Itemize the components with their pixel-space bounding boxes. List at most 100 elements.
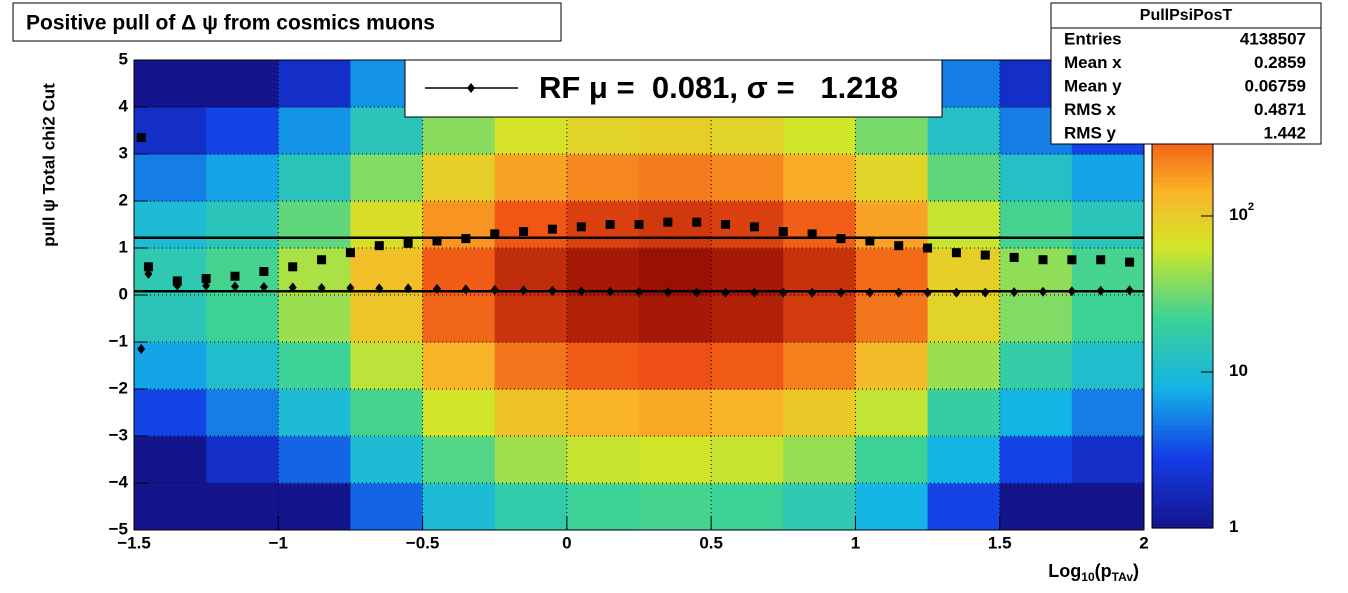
colorbar-segment — [1152, 406, 1213, 412]
colorbar-segment — [1152, 294, 1213, 300]
colorbar-segment — [1152, 443, 1213, 450]
colorbar-segment — [1152, 340, 1213, 347]
heat-cell — [278, 436, 351, 484]
heat-cell — [1071, 389, 1145, 437]
diamond-marker — [259, 282, 268, 293]
heat-cell — [278, 107, 351, 155]
heat-cell — [927, 342, 1001, 390]
heat-cell — [566, 295, 640, 343]
colorbar-segment — [1152, 298, 1213, 304]
colorbar-tick-exponent: 2 — [1248, 201, 1254, 213]
heat-cell — [350, 154, 424, 202]
colorbar-segment — [1152, 219, 1213, 225]
diamond-marker — [1039, 286, 1047, 297]
diamond-marker — [519, 285, 528, 296]
heat-cell — [494, 295, 568, 343]
colorbar-segment — [1152, 368, 1213, 375]
square-marker — [143, 262, 153, 272]
square-marker — [634, 220, 644, 229]
heat-cell — [927, 436, 1001, 484]
heat-cell — [134, 342, 207, 390]
square-marker — [288, 262, 298, 272]
square-marker — [576, 222, 586, 232]
heat-cell — [278, 295, 351, 343]
heat-cell — [639, 295, 712, 343]
diamond-marker — [721, 287, 730, 298]
colorbar-tick-label: 1 — [1229, 517, 1238, 536]
colorbar-segment — [1152, 186, 1213, 192]
colorbar-segment — [1152, 429, 1213, 435]
stats-value: 1.442 — [1263, 123, 1306, 142]
heat-cell — [1071, 201, 1145, 249]
x-tick-label: 2 — [1139, 533, 1148, 552]
heat-cell — [783, 436, 856, 484]
heat-cell — [134, 154, 207, 202]
x-tick-label: 1.5 — [988, 533, 1012, 552]
y-tick-label: −2 — [109, 378, 128, 397]
colorbar-segment — [1152, 485, 1213, 492]
colorbar-segment — [1152, 481, 1213, 487]
heat-cell — [1071, 342, 1145, 390]
diamond-marker — [433, 283, 441, 294]
colorbar-segment — [1152, 345, 1213, 351]
diamond-marker — [173, 280, 182, 291]
colorbar-segment — [1152, 467, 1213, 473]
heat-cell — [711, 436, 784, 484]
diamond-marker — [461, 284, 470, 295]
heat-cell — [711, 483, 784, 531]
heat-cell — [566, 248, 640, 296]
y-tick-label: −5 — [109, 519, 128, 538]
stats-key: RMS y — [1064, 123, 1117, 142]
heat-cell — [134, 248, 207, 296]
diamond-marker — [837, 287, 845, 298]
colorbar-segment — [1152, 420, 1213, 426]
colorbar-segment — [1152, 518, 1213, 524]
heat-cell — [783, 389, 856, 437]
heat-cell — [566, 154, 640, 202]
square-marker — [461, 234, 471, 244]
diamond-marker — [288, 282, 297, 293]
square-marker — [345, 248, 355, 258]
heat-cell — [134, 436, 207, 484]
heat-cell — [206, 483, 279, 531]
heat-cell — [206, 60, 279, 108]
diamond-marker — [1096, 285, 1105, 296]
heat-cell — [639, 436, 712, 484]
colorbar-segment — [1152, 331, 1213, 337]
colorbar-segment — [1152, 350, 1213, 356]
colorbar-tick-text: 10 — [1229, 361, 1248, 380]
heat-cell — [855, 342, 929, 390]
heat-cell — [206, 342, 279, 390]
heat-cell — [134, 483, 207, 531]
heat-cell — [999, 436, 1073, 484]
colorbar-segment — [1152, 312, 1213, 318]
colorbar-segment — [1152, 205, 1213, 211]
colorbar-segment — [1152, 261, 1213, 267]
heat-cell — [206, 389, 279, 437]
colorbar-tick-text: 1 — [1229, 517, 1238, 536]
colorbar-segment — [1152, 396, 1213, 403]
heat-cell — [1071, 295, 1145, 343]
diamond-marker — [1010, 287, 1019, 298]
colorbar-segment — [1152, 233, 1213, 239]
colorbar-segment — [1152, 279, 1213, 286]
heat-cell — [278, 483, 351, 531]
diamond-marker — [1067, 286, 1076, 297]
square-marker — [778, 227, 788, 237]
y-tick-label: 3 — [119, 143, 128, 162]
colorbar-segment — [1152, 462, 1213, 468]
legend-marker — [467, 83, 475, 93]
heat-cell — [639, 389, 712, 437]
square-marker — [663, 217, 673, 227]
stats-value: 0.06759 — [1245, 76, 1306, 95]
heat-cell — [927, 389, 1001, 437]
square-marker — [403, 238, 413, 248]
heat-cell — [711, 154, 784, 202]
heat-cell — [999, 154, 1073, 202]
heat-cell — [1071, 154, 1145, 202]
colorbar-segment — [1152, 177, 1213, 183]
x-label-part: TAv — [1112, 570, 1134, 584]
square-marker — [923, 243, 933, 253]
colorbar-segment — [1152, 148, 1213, 155]
heat-cell — [999, 201, 1073, 249]
